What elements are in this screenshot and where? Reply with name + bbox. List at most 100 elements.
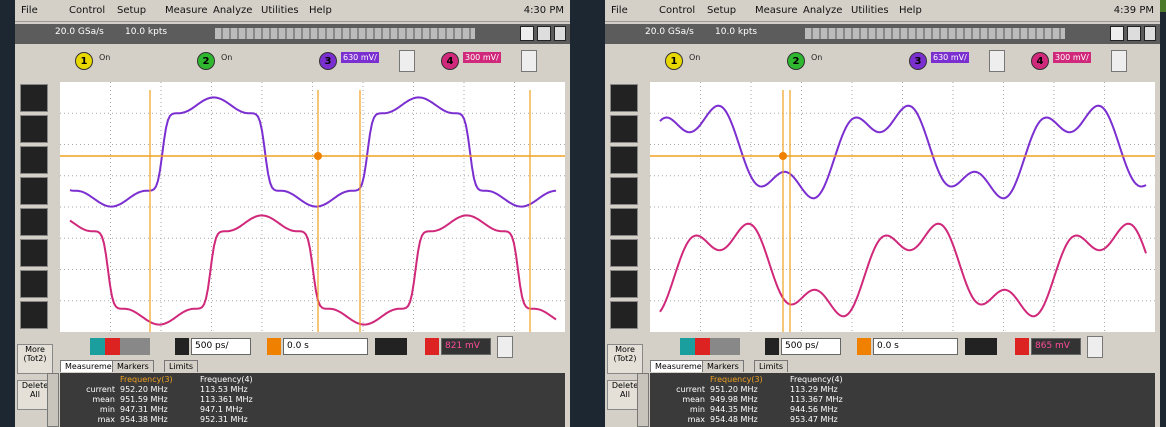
trigger-tool[interactable] bbox=[20, 239, 48, 267]
channel-button[interactable]: 4 bbox=[1031, 52, 1049, 70]
control-icons bbox=[90, 338, 150, 355]
menu-item[interactable]: Measure bbox=[755, 5, 798, 16]
trigger-tool[interactable] bbox=[20, 115, 48, 143]
scale-spinner[interactable] bbox=[989, 50, 1005, 72]
scope-window: File Control Setup Measure Analyze Utilities H… bbox=[605, 0, 1160, 427]
trigger-icon bbox=[1015, 338, 1029, 355]
clock: 4:30 PM bbox=[524, 5, 564, 16]
measure-value: 113.361 MHz bbox=[200, 395, 253, 404]
channel-button[interactable]: 1 bbox=[75, 52, 93, 70]
tab[interactable]: Limits bbox=[164, 360, 198, 372]
more-button[interactable]: More (Tot2) bbox=[17, 344, 53, 374]
menu-item[interactable]: Setup bbox=[117, 5, 146, 16]
channel-button[interactable]: 3 bbox=[909, 52, 927, 70]
scroll-arrows bbox=[375, 338, 407, 355]
scope-window: File Control Setup Measure Analyze Utilities H… bbox=[15, 0, 570, 427]
measure-value: 951.59 MHz bbox=[120, 395, 168, 404]
delay[interactable]: 0.0 s bbox=[873, 338, 958, 355]
run-button[interactable] bbox=[520, 26, 534, 41]
channel-button[interactable]: 3 bbox=[319, 52, 337, 70]
trigger-level[interactable]: 821 mV bbox=[441, 338, 491, 355]
scale-spinner[interactable] bbox=[1111, 50, 1127, 72]
trigger-tool[interactable] bbox=[20, 208, 48, 236]
timebase-icon bbox=[765, 338, 779, 355]
measure-value: 113.367 MHz bbox=[790, 395, 843, 404]
timebase[interactable]: 500 ps/ bbox=[781, 338, 841, 355]
measure-value: 113.53 MHz bbox=[200, 385, 248, 394]
channel-button[interactable]: 1 bbox=[665, 52, 683, 70]
run-button[interactable] bbox=[1110, 26, 1124, 41]
measure-header: Frequency(3) bbox=[710, 375, 763, 384]
tab[interactable]: Markers bbox=[112, 360, 154, 372]
waveform bbox=[70, 215, 556, 324]
channel-scale: 630 mV/ bbox=[931, 52, 969, 63]
trigger-tool[interactable] bbox=[610, 115, 638, 143]
trigger-icon bbox=[425, 338, 439, 355]
trigger-tool[interactable] bbox=[610, 84, 638, 112]
marker-point bbox=[779, 152, 787, 160]
trigger-tool[interactable] bbox=[610, 239, 638, 267]
trigger-tool[interactable] bbox=[610, 177, 638, 205]
channel-button[interactable]: 2 bbox=[787, 52, 805, 70]
menu-item[interactable]: Measure bbox=[165, 5, 208, 16]
measure-header: Frequency(4) bbox=[200, 375, 253, 384]
more-button[interactable]: More (Tot2) bbox=[607, 344, 643, 374]
screenshot: File Control Setup Measure Analyze Utilities H… bbox=[0, 0, 1166, 427]
channel-button[interactable]: 2 bbox=[197, 52, 215, 70]
measure-label: min bbox=[690, 405, 705, 414]
menu-item[interactable]: File bbox=[21, 5, 38, 16]
channel-scale: On bbox=[97, 52, 112, 63]
menu-item[interactable]: Help bbox=[899, 5, 922, 16]
trigger-tool[interactable] bbox=[610, 146, 638, 174]
menu-item[interactable]: Control bbox=[69, 5, 105, 16]
menu-item[interactable]: Utilities bbox=[851, 5, 889, 16]
minimize-button[interactable] bbox=[1144, 26, 1156, 41]
scale-spinner[interactable] bbox=[521, 50, 537, 72]
memory-depth: 10.0 kpts bbox=[715, 27, 757, 37]
delay-icon bbox=[267, 338, 281, 355]
measure-value: 947.1 MHz bbox=[200, 405, 243, 414]
channel-scale: On bbox=[687, 52, 702, 63]
measure-value: 113.29 MHz bbox=[790, 385, 838, 394]
scrollbar bbox=[47, 373, 59, 427]
menu-item[interactable]: Setup bbox=[707, 5, 736, 16]
minimize-button[interactable] bbox=[554, 26, 566, 41]
measure-value: 944.56 MHz bbox=[790, 405, 838, 414]
measure-label: mean bbox=[92, 395, 115, 404]
delay[interactable]: 0.0 s bbox=[283, 338, 368, 355]
menu-item[interactable]: File bbox=[611, 5, 628, 16]
trigger-tool[interactable] bbox=[20, 146, 48, 174]
trigger-tool[interactable] bbox=[20, 301, 48, 329]
trigger-tool[interactable] bbox=[610, 208, 638, 236]
channel-scale: 300 mV/ bbox=[463, 52, 501, 63]
scroll-arrows bbox=[965, 338, 997, 355]
measure-label: current bbox=[676, 385, 705, 394]
trigger-tool[interactable] bbox=[20, 177, 48, 205]
tab[interactable]: Limits bbox=[754, 360, 788, 372]
sample-rate: 20.0 GSa/s bbox=[55, 27, 104, 37]
measure-value: 952.31 MHz bbox=[200, 415, 248, 424]
scrollbar bbox=[637, 373, 649, 427]
trigger-level[interactable]: 865 mV bbox=[1031, 338, 1081, 355]
stop-button[interactable] bbox=[537, 26, 551, 41]
channel-button[interactable]: 4 bbox=[441, 52, 459, 70]
measure-value: 953.47 MHz bbox=[790, 415, 838, 424]
sample-rate: 20.0 GSa/s bbox=[645, 27, 694, 37]
timebase-icon bbox=[175, 338, 189, 355]
tab[interactable]: Markers bbox=[702, 360, 744, 372]
trigger-tool[interactable] bbox=[610, 270, 638, 298]
stop-button[interactable] bbox=[1127, 26, 1141, 41]
measure-value: 951.20 MHz bbox=[710, 385, 758, 394]
menu-item[interactable]: Control bbox=[659, 5, 695, 16]
menu-item[interactable]: Analyze bbox=[213, 5, 252, 16]
trigger-tool[interactable] bbox=[20, 270, 48, 298]
trigger-spinner[interactable] bbox=[1087, 336, 1103, 358]
scale-spinner[interactable] bbox=[399, 50, 415, 72]
timebase[interactable]: 500 ps/ bbox=[191, 338, 251, 355]
menu-item[interactable]: Help bbox=[309, 5, 332, 16]
menu-item[interactable]: Analyze bbox=[803, 5, 842, 16]
trigger-tool[interactable] bbox=[610, 301, 638, 329]
menu-item[interactable]: Utilities bbox=[261, 5, 299, 16]
trigger-spinner[interactable] bbox=[497, 336, 513, 358]
trigger-tool[interactable] bbox=[20, 84, 48, 112]
